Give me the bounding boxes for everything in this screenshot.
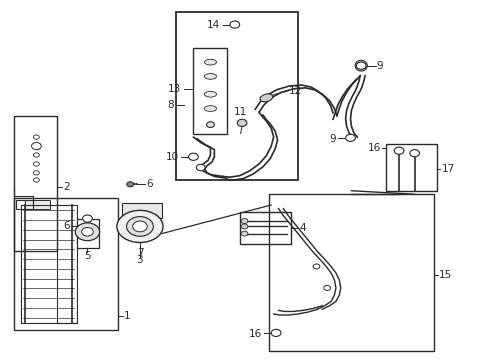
Circle shape [241,219,247,224]
Circle shape [33,178,39,182]
Circle shape [126,182,133,187]
Ellipse shape [204,106,216,111]
Circle shape [409,150,419,157]
Circle shape [31,143,41,150]
Ellipse shape [126,217,153,236]
Circle shape [33,144,39,148]
Circle shape [33,135,39,139]
Text: 1: 1 [123,311,130,321]
Text: 13: 13 [168,84,181,94]
Circle shape [132,221,147,232]
Ellipse shape [204,91,216,97]
Bar [176,12,297,180]
Bar [25,200,50,208]
Bar [14,116,57,251]
Circle shape [33,153,39,157]
Circle shape [33,171,39,175]
Text: 6: 6 [145,179,152,189]
Circle shape [312,264,319,269]
Text: 14: 14 [206,19,220,30]
Text: 15: 15 [438,270,451,280]
Text: 3: 3 [136,255,143,265]
Text: 7: 7 [136,248,143,258]
Ellipse shape [204,59,216,65]
Text: 17: 17 [441,164,454,174]
Circle shape [75,223,100,241]
Text: 5: 5 [84,251,91,261]
Bar [21,205,77,323]
Circle shape [241,231,247,236]
Circle shape [33,162,39,166]
Text: 16: 16 [248,329,262,339]
Text: 11: 11 [233,107,246,117]
Ellipse shape [354,60,366,71]
Ellipse shape [117,210,163,243]
Text: 9: 9 [376,61,383,71]
Ellipse shape [204,73,216,79]
Circle shape [356,62,366,69]
Bar [193,48,227,134]
Text: 2: 2 [63,182,70,192]
Circle shape [271,329,281,337]
Bar [239,212,290,244]
Text: 4: 4 [299,223,305,233]
Bar [77,219,99,248]
Circle shape [188,153,198,160]
Circle shape [241,224,247,229]
Circle shape [323,285,330,291]
Ellipse shape [260,94,272,102]
Text: 6: 6 [62,221,69,231]
Bar [14,198,118,330]
Bar [385,144,436,191]
Text: 8: 8 [167,100,174,110]
Circle shape [196,164,204,171]
Text: 12: 12 [288,86,302,96]
Circle shape [393,147,403,154]
Circle shape [206,122,214,127]
Text: 16: 16 [366,143,380,153]
Circle shape [82,215,92,222]
Text: 9: 9 [328,134,335,144]
Bar [268,194,433,351]
Bar [122,203,162,217]
Bar [16,200,33,208]
Circle shape [237,119,246,126]
Circle shape [81,228,93,236]
Text: 10: 10 [165,153,179,162]
Circle shape [229,21,239,28]
Circle shape [345,134,355,141]
